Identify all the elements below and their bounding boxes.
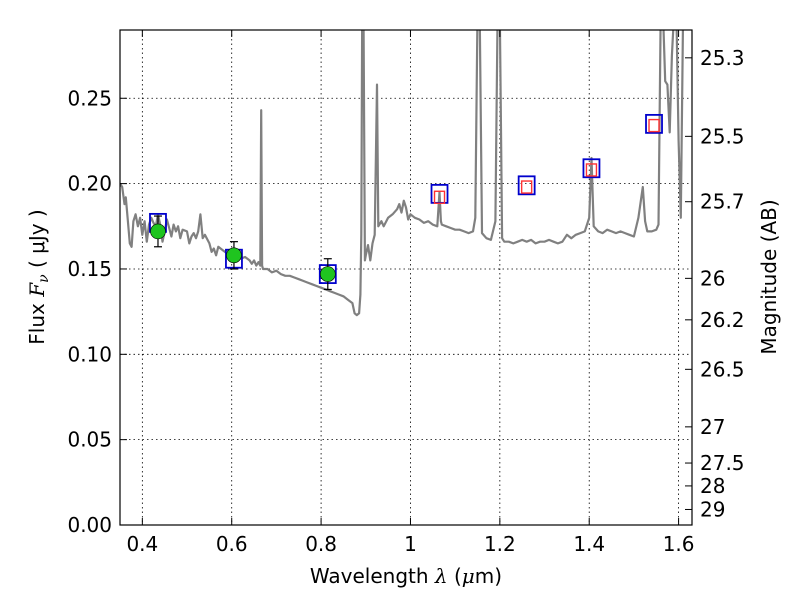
x-tick-label: 0.8	[305, 532, 337, 556]
upper-limit-square	[648, 118, 660, 133]
x-tick-label: 1.2	[484, 532, 516, 556]
model-photometry-square	[582, 158, 601, 179]
x-tick-label: 0.6	[216, 532, 248, 556]
y-tick-label: 0.10	[67, 342, 112, 366]
observed-point	[226, 247, 242, 264]
y-tick-label: 0.25	[67, 86, 112, 110]
y2-tick-label: 25.3	[700, 46, 745, 70]
y2-tick-label: 26	[700, 266, 725, 290]
y2-tick-label: 25.5	[700, 124, 745, 148]
y2-tick-label: 29	[700, 497, 725, 521]
y2-tick-label: 27	[700, 415, 725, 439]
y2-axis-label: Magnitude (AB)	[757, 199, 781, 354]
y2-tick-label: 27.5	[700, 451, 745, 475]
model-spectrum-line	[120, 30, 685, 317]
model-photometry-square	[645, 113, 663, 134]
y-tick-label: 0.20	[67, 172, 112, 196]
plot-area	[120, 30, 685, 317]
x-tick-label: 1.4	[573, 532, 605, 556]
y-axis-label: Flux Fν ( μJy )	[25, 209, 52, 344]
y-tick-label: 0.00	[67, 513, 112, 537]
x-tick-label: 1.6	[663, 532, 695, 556]
x-tick-label: 0.4	[126, 532, 158, 556]
upper-limit-square	[520, 180, 533, 194]
upper-limit-square	[585, 163, 598, 177]
x-axis-label: Wavelength λ (μm)	[310, 564, 502, 588]
y-tick-label: 0.05	[67, 428, 112, 452]
y-tick-label: 0.15	[67, 257, 112, 281]
observed-point	[319, 266, 336, 282]
x-tick-label: 1	[404, 532, 417, 556]
y2-tick-label: 25.7	[700, 190, 745, 214]
y2-tick-label: 28	[700, 474, 725, 498]
model-photometry-square	[517, 175, 536, 196]
y2-tick-label: 26.5	[700, 357, 745, 381]
upper-limit-square	[433, 190, 446, 204]
axis-ticks: 0.4 0.6 0.8 1 1.2 1.4 1.6 0.00 0.05 0.10 0.15 0.20 0…	[67, 30, 745, 556]
observed-point	[150, 223, 166, 240]
y2-tick-label: 26.2	[700, 308, 745, 332]
plot-frame	[119, 29, 693, 526]
